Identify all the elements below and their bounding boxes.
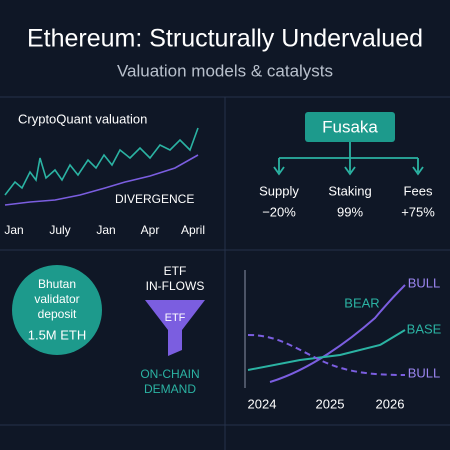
panel-title: CryptoQuant valuation <box>18 111 147 126</box>
upgrade-box <box>305 112 395 142</box>
x-label: July <box>49 223 70 237</box>
x-label: Jan <box>4 223 23 237</box>
x-label: 2026 <box>376 396 405 411</box>
bhutan-circle <box>12 265 102 355</box>
scenario-label: BASE <box>407 321 442 336</box>
funnel <box>145 300 205 356</box>
item-label: Supply <box>259 183 299 198</box>
price-line <box>4 127 199 196</box>
x-label: 2024 <box>248 396 277 411</box>
item-value: −20% <box>262 204 296 219</box>
x-label: 2025 <box>316 396 345 411</box>
item-label: Staking <box>328 183 371 198</box>
title: Ethereum: Structurally Undervalued <box>27 25 423 53</box>
x-label: Jan <box>96 223 115 237</box>
funnel-top: IN-FLOWS <box>146 279 205 293</box>
dividers <box>0 96 450 450</box>
subtitle: Valuation models & catalysts <box>117 61 333 80</box>
funnel-label: ETF <box>165 312 186 324</box>
item-label: Fees <box>404 183 433 198</box>
bear-line <box>247 334 406 376</box>
scenario-label: BEAR <box>344 295 379 310</box>
bull-line <box>269 284 406 383</box>
funnel-bottom: ON-CHAIN <box>140 367 199 381</box>
arrows <box>273 142 424 176</box>
bhutan-amount: 1.5M ETH <box>28 327 87 342</box>
x-label: April <box>181 223 205 237</box>
scenario-label: BULL <box>408 365 441 380</box>
x-label: Apr <box>141 223 160 237</box>
funnel-bottom: DEMAND <box>144 382 196 396</box>
item-value: +75% <box>401 204 435 219</box>
annotation: DIVERGENCE <box>115 192 194 206</box>
bhutan-line: validator <box>34 292 79 306</box>
bhutan-line: deposit <box>38 307 77 321</box>
bhutan-line: Bhutan <box>38 277 76 291</box>
upgrade-name: Fusaka <box>322 117 378 136</box>
base-line <box>247 329 406 371</box>
funnel-top: ETF <box>164 264 187 278</box>
item-value: 99% <box>337 204 363 219</box>
valuation-line <box>4 154 199 206</box>
scenario-label: BULL <box>408 275 441 290</box>
